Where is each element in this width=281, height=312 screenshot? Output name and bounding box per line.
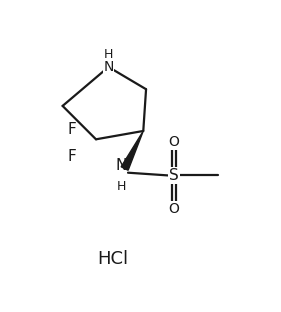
Text: N: N: [115, 158, 127, 173]
Polygon shape: [121, 131, 143, 170]
Text: S: S: [169, 168, 179, 183]
Text: H: H: [116, 180, 126, 193]
Text: O: O: [168, 135, 179, 149]
Text: F: F: [68, 122, 76, 137]
Text: O: O: [168, 202, 179, 216]
Text: HCl: HCl: [97, 250, 128, 268]
Text: H: H: [104, 48, 113, 61]
Text: N: N: [103, 60, 114, 74]
Text: F: F: [68, 149, 76, 163]
